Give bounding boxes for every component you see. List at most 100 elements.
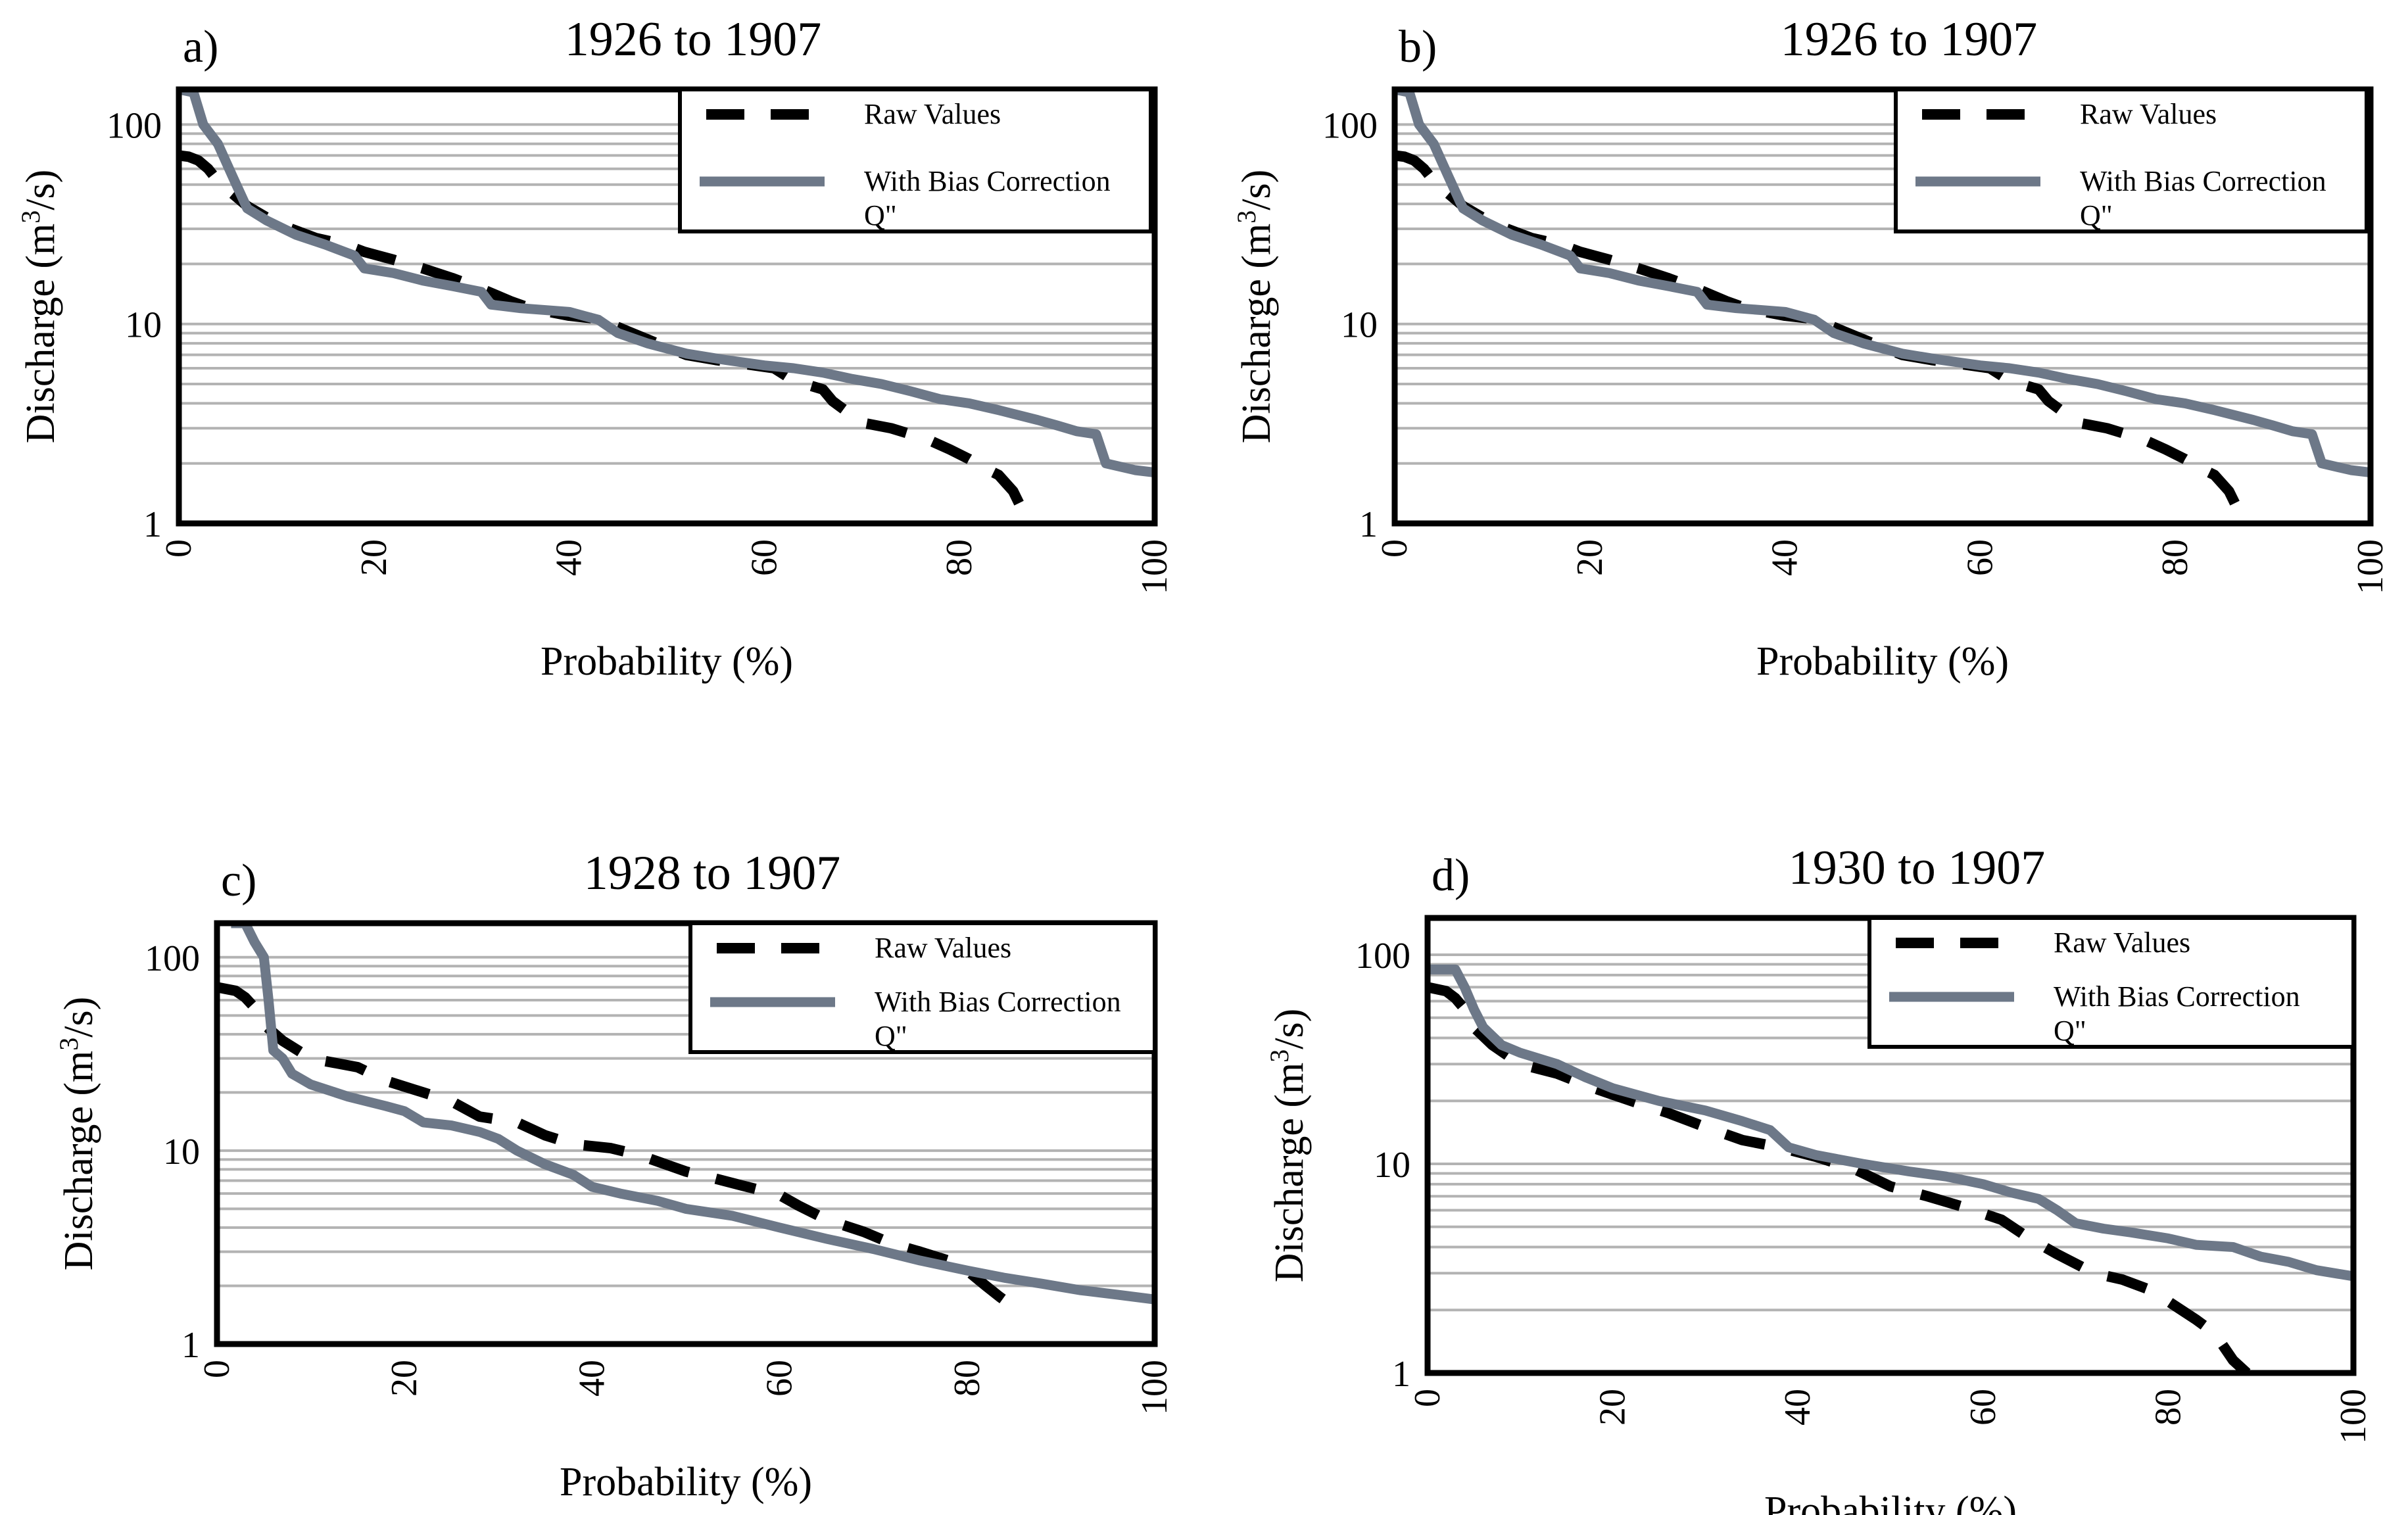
x-tick-label: 0 — [1374, 539, 1415, 558]
chart-panel-d: Raw Values With Bias Correction Q" 1930 to … — [1204, 758, 2408, 1515]
series-line-raw-values — [1428, 982, 2251, 1373]
y-tick-label: 100 — [145, 938, 200, 979]
panel-label: b) — [1399, 22, 1437, 72]
y-axis-label-sup: 3 — [16, 210, 45, 224]
x-tick-label: 60 — [1960, 539, 2000, 576]
y-tick-label: 10 — [163, 1132, 200, 1172]
y-axis-label-base: Discharge (m — [1234, 224, 1279, 444]
y-axis-label-base: Discharge (m — [18, 224, 63, 444]
y-tick-label: 10 — [125, 305, 162, 346]
chart-title: 1926 to 1907 — [1781, 12, 2038, 66]
x-tick-label: 20 — [384, 1360, 425, 1397]
x-axis-label: Probability (%) — [541, 639, 793, 684]
y-axis-label-tail: /s) — [1234, 170, 1279, 210]
legend-label-corrected: With Bias Correction — [2080, 165, 2326, 197]
y-axis-label-sup: 3 — [54, 1038, 84, 1051]
legend-box — [688, 921, 1157, 1054]
x-tick-label: 60 — [1963, 1389, 2004, 1426]
y-axis-label-tail: /s) — [18, 170, 63, 210]
x-tick-label: 40 — [549, 539, 590, 576]
x-tick-label: 40 — [571, 1360, 612, 1397]
y-tick-label: 1 — [1359, 504, 1378, 545]
legend-label-corrected-sub: Q" — [864, 199, 897, 231]
x-tick-label: 0 — [1407, 1389, 1448, 1407]
chart-panel-c: Raw Values With Bias Correction Q" 1928 to … — [0, 758, 1204, 1515]
x-axis-label: Probability (%) — [560, 1460, 812, 1504]
x-tick-label: 80 — [2148, 1389, 2188, 1426]
x-axis-label: Probability (%) — [1756, 639, 2009, 684]
legend-box — [1867, 916, 2355, 1049]
y-tick-label: 100 — [1322, 105, 1378, 146]
x-tick-label: 100 — [1134, 539, 1175, 594]
chart-panel-b: Raw Values With Bias Correction Q" 1926 to … — [1204, 0, 2408, 758]
x-tick-label: 80 — [947, 1360, 988, 1397]
y-axis-label-base: Discharge (m — [1267, 1063, 1312, 1283]
y-tick-label: 1 — [1392, 1354, 1410, 1395]
legend-label-corrected: With Bias Correction — [864, 165, 1111, 197]
x-tick-label: 100 — [2333, 1389, 2374, 1444]
x-tick-label: 100 — [1134, 1360, 1175, 1415]
legend-label-corrected-sub: Q" — [2054, 1015, 2086, 1047]
legend-label-corrected: With Bias Correction — [875, 986, 1121, 1018]
x-tick-label: 20 — [1570, 539, 1610, 576]
x-tick-label: 0 — [158, 539, 199, 558]
plot-frame — [214, 920, 1158, 1347]
y-axis-label-sup: 3 — [1232, 210, 1261, 224]
x-tick-label: 100 — [2350, 539, 2391, 594]
plot-frame — [176, 86, 1158, 527]
x-axis-label: Probability (%) — [1764, 1489, 2017, 1515]
x-tick-label: 20 — [1593, 1389, 1633, 1426]
series-line-bias-corrected — [231, 923, 1155, 1305]
x-tick-label: 60 — [759, 1360, 800, 1397]
legend-label-raw: Raw Values — [2080, 98, 2217, 130]
y-tick-label: 1 — [143, 504, 162, 545]
x-tick-label: 80 — [2155, 539, 2196, 576]
chart-title: 1930 to 1907 — [1789, 841, 2046, 895]
chart-panel-a: Raw Values With Bias Correction Q" 1926 to … — [0, 0, 1204, 758]
y-axis-label-tail: /s) — [1267, 1009, 1312, 1049]
y-axis-label-base: Discharge (m — [57, 1051, 101, 1271]
chart-title: 1926 to 1907 — [565, 12, 822, 66]
series-line-raw-values — [217, 982, 1017, 1312]
y-axis-label: Discharge (m3/s) — [16, 170, 63, 444]
legend-label-raw: Raw Values — [864, 98, 1001, 130]
y-tick-label: 1 — [181, 1325, 200, 1366]
series-line-bias-corrected — [1395, 89, 2371, 478]
chart-title: 1928 to 1907 — [584, 846, 841, 900]
y-tick-label: 100 — [107, 105, 162, 146]
y-tick-label: 10 — [1341, 305, 1378, 346]
legend-label-corrected-sub: Q" — [875, 1020, 907, 1052]
y-axis-label: Discharge (m3/s) — [1264, 1009, 1312, 1283]
plot-frame — [1391, 86, 2374, 527]
x-tick-label: 60 — [744, 539, 784, 576]
y-axis-label: Discharge (m3/s) — [1232, 170, 1279, 444]
x-tick-label: 40 — [1765, 539, 1806, 576]
legend-label-corrected: With Bias Correction — [2054, 980, 2300, 1013]
y-tick-label: 10 — [1374, 1145, 1410, 1186]
y-axis-label-sup: 3 — [1264, 1049, 1294, 1063]
x-tick-label: 0 — [197, 1360, 237, 1378]
panel-label: c) — [221, 855, 256, 906]
x-tick-label: 20 — [354, 539, 395, 576]
legend-box — [678, 87, 1153, 233]
panel-label: d) — [1432, 850, 1470, 901]
series-line-bias-corrected — [1428, 964, 2353, 1282]
legend-label-raw: Raw Values — [2054, 926, 2190, 959]
x-tick-label: 40 — [1777, 1389, 1818, 1426]
legend-box — [1894, 87, 2369, 233]
legend-label-raw: Raw Values — [875, 932, 1011, 964]
y-axis-label: Discharge (m3/s) — [54, 997, 101, 1271]
x-tick-label: 80 — [939, 539, 980, 576]
panel-label: a) — [183, 22, 218, 72]
legend-label-corrected-sub: Q" — [2080, 199, 2113, 231]
y-tick-label: 100 — [1355, 936, 1410, 976]
series-line-bias-corrected — [179, 89, 1155, 478]
